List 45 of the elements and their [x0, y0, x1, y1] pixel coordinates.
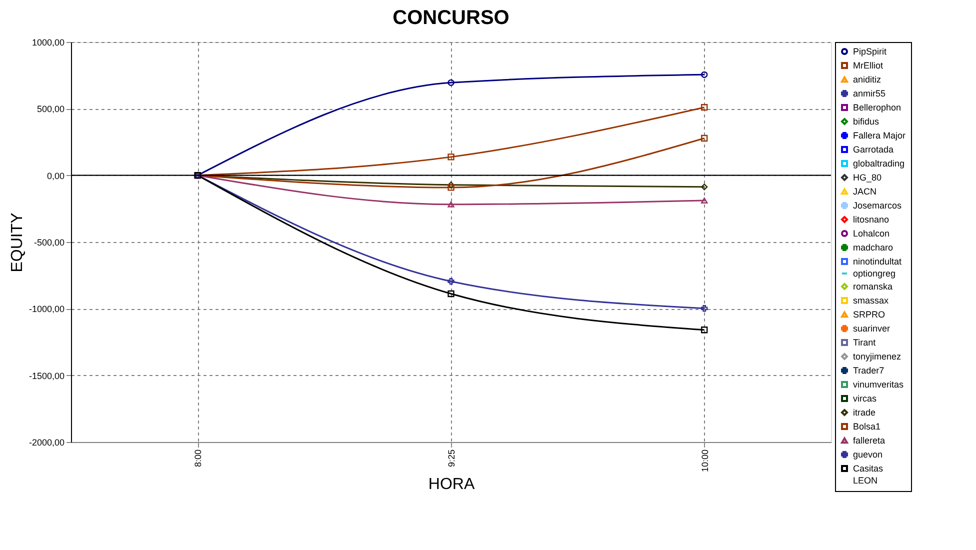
legend-label: madcharo — [853, 242, 894, 252]
legend-label: MrElliot — [853, 60, 884, 70]
x-tick-label: 8:00 — [193, 450, 204, 468]
legend-label: suarinver — [853, 324, 890, 334]
legend-label: Trader7 — [853, 366, 884, 376]
y-tick-label: 1000,00 — [32, 38, 64, 48]
legend-label: Lohalcon — [853, 228, 890, 238]
text: LEON — [853, 476, 878, 486]
legend-label: Garrotada — [853, 144, 894, 154]
y-tick-label: -1500,00 — [28, 370, 64, 381]
legend-label: fallereta — [853, 436, 886, 446]
y-tick-label: 500,00 — [36, 104, 64, 114]
legend-label: anmir55 — [853, 88, 886, 98]
x-tick-label: 9:25 — [446, 450, 456, 468]
legend-label: litosnano — [853, 214, 890, 224]
y-tick-label: 0,00 — [46, 170, 64, 181]
legend-label: Casitas — [853, 464, 884, 474]
legend-label: JACN — [853, 186, 877, 196]
y-tick-label: -1000,00 — [28, 304, 64, 314]
y-tick-label: -500,00 — [34, 238, 64, 248]
legend-label: Bolsa1 — [853, 422, 881, 432]
legend-label: guevon — [853, 450, 883, 460]
legend-label: HG_80 — [853, 172, 882, 182]
legend-label: SRPRO — [853, 310, 886, 320]
legend-label: optiongreg — [853, 268, 896, 278]
chart-title: CONCURSO — [392, 7, 510, 29]
legend-label: bifidus — [853, 116, 880, 126]
legend-label: vircas — [853, 394, 877, 404]
legend-label: itrade — [853, 408, 876, 418]
legend-label: aniditiz — [853, 74, 882, 84]
legend-label: tonyjimenez — [853, 352, 902, 362]
y-axis-title: EQUITY — [8, 212, 26, 272]
legend-label: Fallera Major — [853, 130, 906, 140]
x-tick-label: 10:00 — [700, 450, 710, 472]
legend-label: PipSpirit — [853, 46, 888, 56]
legend-label: Bellerophon — [853, 102, 902, 112]
legend-label: romanska — [853, 282, 893, 292]
x-axis-title: HORA — [428, 476, 475, 494]
y-tick-label: -2000,00 — [28, 438, 64, 448]
legend-label: Josemarcos — [853, 200, 902, 210]
legend-label: ninotindultat — [853, 256, 902, 266]
legend-label: smassax — [853, 296, 890, 306]
legend-label: globaltrading — [853, 158, 905, 168]
legend-label: Tirant — [853, 338, 876, 348]
legend-label: vinumveritas — [853, 380, 904, 390]
